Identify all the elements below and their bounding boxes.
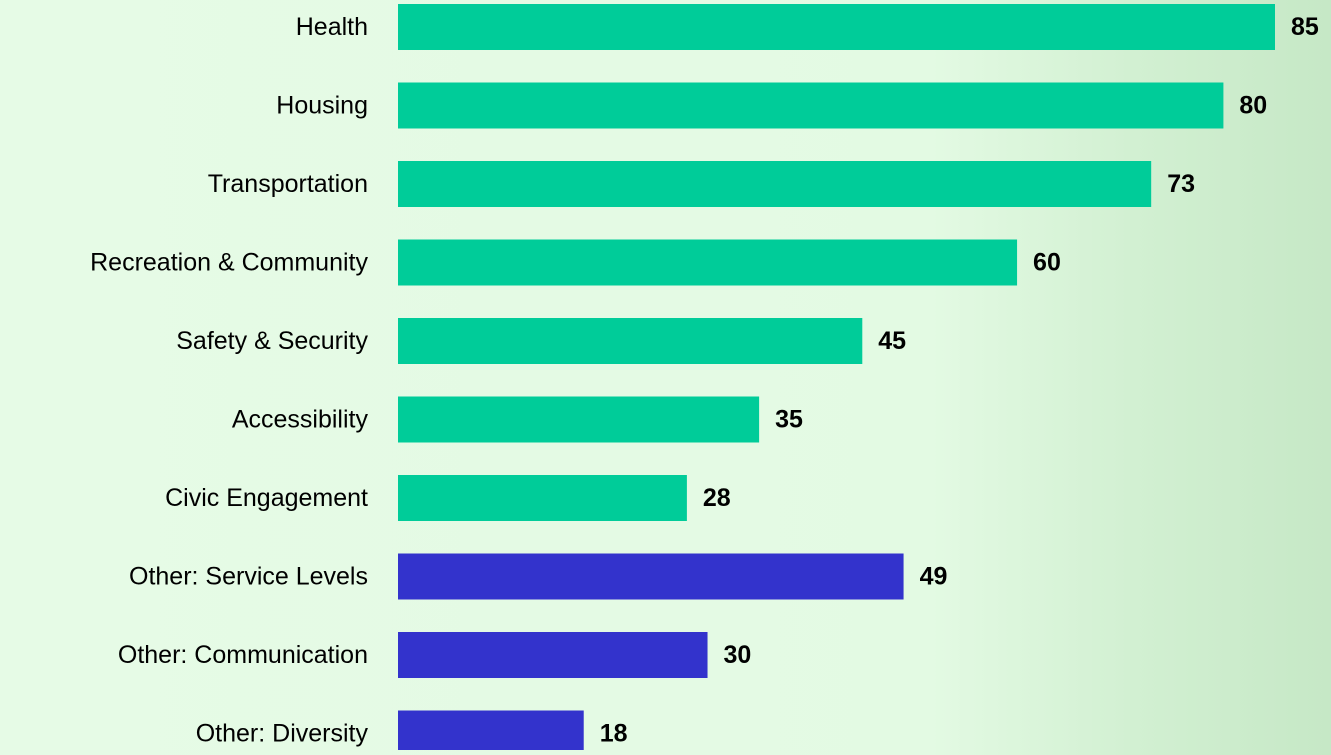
bar-recreation-and-community — [398, 239, 1018, 286]
value-label-other-service-levels: 49 — [920, 563, 948, 591]
category-label-recreation-and-community: Recreation & Community — [90, 249, 368, 277]
category-label-other-diversity: Other: Diversity — [196, 720, 369, 748]
bar-health — [398, 4, 1275, 50]
bar-safety-and-security — [398, 318, 863, 364]
category-label-health: Health — [296, 13, 368, 41]
bar-civic-engagement — [398, 475, 687, 521]
value-label-other-communication: 30 — [724, 641, 752, 669]
bar-other-communication — [398, 632, 708, 678]
value-label-accessibility: 35 — [775, 406, 803, 434]
value-label-health: 85 — [1291, 13, 1319, 41]
category-label-safety-and-security: Safety & Security — [176, 327, 368, 355]
value-label-recreation-and-community: 60 — [1033, 249, 1061, 277]
category-label-housing: Housing — [276, 92, 368, 120]
bar-other-service-levels — [398, 553, 904, 600]
bar-transportation — [398, 161, 1152, 207]
value-label-civic-engagement: 28 — [703, 484, 731, 512]
bar-other-diversity — [398, 710, 584, 755]
category-label-civic-engagement: Civic Engagement — [165, 484, 368, 512]
value-label-transportation: 73 — [1167, 170, 1195, 198]
bar-accessibility — [398, 396, 760, 443]
category-label-accessibility: Accessibility — [232, 406, 369, 434]
value-label-safety-and-security: 45 — [878, 327, 906, 355]
value-label-other-diversity: 18 — [600, 720, 628, 748]
value-label-housing: 80 — [1239, 92, 1267, 120]
category-label-other-communication: Other: Communication — [118, 641, 368, 669]
category-label-transportation: Transportation — [208, 170, 368, 198]
category-label-other-service-levels: Other: Service Levels — [129, 563, 368, 591]
bar-housing — [398, 82, 1224, 129]
